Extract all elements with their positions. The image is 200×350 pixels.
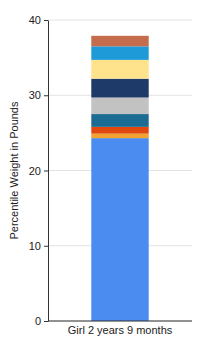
y-tick: 10 <box>29 240 48 252</box>
bar-segment <box>91 46 148 60</box>
y-axis-line <box>48 21 49 322</box>
grid-line <box>48 20 192 21</box>
y-tick-mark <box>44 20 48 21</box>
grid <box>48 20 192 321</box>
y-tick: 20 <box>29 165 48 177</box>
bar-segment <box>91 134 148 139</box>
y-tick: 0 <box>35 315 48 327</box>
y-tick-mark <box>44 171 48 172</box>
y-tick-label: 30 <box>29 89 41 101</box>
bar-segment <box>91 60 148 79</box>
y-tick: 40 <box>29 14 48 26</box>
y-tick-label: 20 <box>29 165 41 177</box>
x-tick: Girl 2 years 9 months <box>68 321 173 336</box>
y-tick-mark <box>44 321 48 322</box>
y-tick-label: 40 <box>29 14 41 26</box>
y-tick-label: 10 <box>29 240 41 252</box>
chart: 0 10 20 30 40 Girl 2 years 9 months Percentile… <box>0 0 200 350</box>
bars <box>91 36 148 321</box>
grid-line <box>48 321 192 322</box>
bar-segment <box>91 79 148 98</box>
y-tick-label: 0 <box>35 315 41 327</box>
bar-segment <box>91 127 148 134</box>
x-axis: Girl 2 years 9 months <box>48 321 192 336</box>
y-tick-mark <box>44 246 48 247</box>
bar-segment <box>91 114 148 127</box>
x-tick-label: Girl 2 years 9 months <box>68 324 173 336</box>
y-axis: 0 10 20 30 40 <box>29 14 49 327</box>
y-axis-title: Percentile Weight in Pounds <box>8 101 20 239</box>
y-tick: 30 <box>29 89 48 101</box>
x-axis-line <box>48 321 192 322</box>
bar-segment <box>91 98 148 115</box>
bar-segment <box>91 138 148 321</box>
bar-segment <box>91 36 148 47</box>
y-tick-mark <box>44 95 48 96</box>
